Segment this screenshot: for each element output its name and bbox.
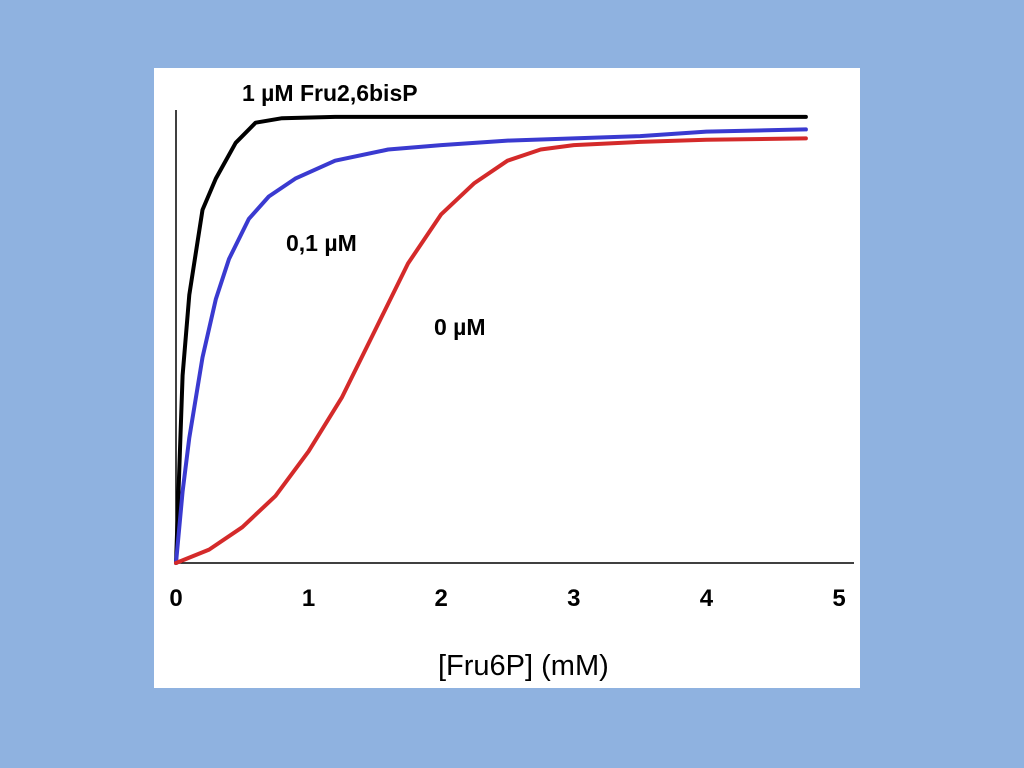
- label-0-1uM: 0,1 µM: [286, 230, 357, 256]
- x-tick-label-1: 1: [302, 585, 315, 612]
- x-tick-labels: 0 1 2 3 4 5: [169, 585, 845, 612]
- x-tick-label-3: 3: [567, 585, 580, 612]
- x-axis-title: [Fru6P] (mM): [438, 650, 609, 682]
- x-tick-label-0: 0: [169, 585, 182, 612]
- label-1uM: 1 µM Fru2,6bisP: [242, 80, 418, 106]
- curve-group: [174, 114, 808, 565]
- kinetics-chart: 0 1 2 3 4 5 1 µM Fru2,6bisP 0,1 µM 0 µM [Fru6…: [169, 80, 854, 682]
- x-tick-label-4: 4: [700, 585, 714, 612]
- series-line-0: [174, 114, 808, 565]
- label-0uM: 0 µM: [434, 314, 486, 340]
- x-tick-label-5: 5: [832, 585, 845, 612]
- chart-panel: 0 1 2 3 4 5 1 µM Fru2,6bisP 0,1 µM 0 µM [Fru6…: [154, 68, 860, 688]
- x-tick-label-2: 2: [435, 585, 448, 612]
- series-line-1: [174, 127, 808, 565]
- series-line-2: [174, 136, 808, 565]
